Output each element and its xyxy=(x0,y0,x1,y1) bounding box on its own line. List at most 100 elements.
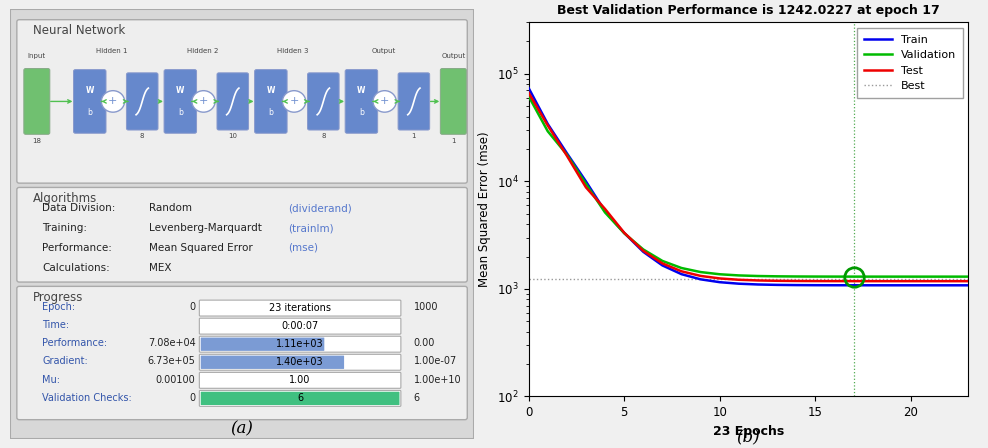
Text: Hidden 2: Hidden 2 xyxy=(187,48,218,54)
Text: Random: Random xyxy=(149,203,193,213)
Text: Training:: Training: xyxy=(42,223,87,233)
Validation xyxy=(866,274,878,279)
FancyBboxPatch shape xyxy=(200,372,401,388)
Text: b: b xyxy=(359,108,364,116)
Test xyxy=(790,278,802,284)
Text: Performance:: Performance: xyxy=(42,243,113,253)
Text: W: W xyxy=(358,86,366,95)
Best xyxy=(541,276,553,281)
Validation xyxy=(637,247,649,252)
Text: 6: 6 xyxy=(297,393,303,403)
Text: b: b xyxy=(178,108,183,116)
Legend: Train, Validation, Test, Best: Train, Validation, Test, Best xyxy=(858,28,962,98)
Text: 10: 10 xyxy=(228,134,237,139)
Validation xyxy=(523,93,535,99)
Test xyxy=(713,276,725,281)
Text: 8: 8 xyxy=(321,134,326,139)
Text: Levenberg-Marquardt: Levenberg-Marquardt xyxy=(149,223,262,233)
Train xyxy=(772,282,783,288)
Validation xyxy=(924,274,936,279)
Text: Input: Input xyxy=(28,53,45,60)
FancyBboxPatch shape xyxy=(398,73,430,130)
Test xyxy=(962,279,974,284)
Train xyxy=(829,283,841,288)
Train xyxy=(962,283,974,288)
Train xyxy=(656,263,668,268)
Validation xyxy=(599,210,611,215)
Train xyxy=(866,283,878,288)
Test xyxy=(905,279,917,284)
Test xyxy=(695,273,706,279)
Circle shape xyxy=(373,90,396,112)
Test xyxy=(924,279,936,284)
Test xyxy=(637,248,649,254)
Test xyxy=(599,206,611,211)
FancyBboxPatch shape xyxy=(200,354,401,370)
Y-axis label: Mean Squared Error (mse): Mean Squared Error (mse) xyxy=(478,132,491,287)
Validation xyxy=(676,265,688,271)
Circle shape xyxy=(102,90,124,112)
Text: +: + xyxy=(199,96,208,107)
FancyBboxPatch shape xyxy=(201,356,344,369)
Text: Output: Output xyxy=(442,53,465,60)
Train xyxy=(618,230,630,236)
Test xyxy=(656,261,668,266)
Train xyxy=(599,208,611,214)
Text: Progress: Progress xyxy=(34,291,83,304)
Validation xyxy=(580,181,592,186)
Test xyxy=(561,153,573,158)
Text: Algorithms: Algorithms xyxy=(34,192,98,205)
Text: Output: Output xyxy=(371,48,396,54)
Text: Hidden 1: Hidden 1 xyxy=(96,48,127,54)
Text: 0:00:07: 0:00:07 xyxy=(282,321,319,331)
Train xyxy=(713,280,725,285)
Validation xyxy=(829,274,841,279)
Text: Calculations:: Calculations: xyxy=(42,263,110,273)
FancyBboxPatch shape xyxy=(201,392,399,405)
Text: 6: 6 xyxy=(414,392,420,403)
Text: 18: 18 xyxy=(33,138,41,144)
Test xyxy=(752,278,764,283)
Validation xyxy=(790,274,802,279)
Text: Mean Squared Error: Mean Squared Error xyxy=(149,243,253,253)
Text: 1.00e-07: 1.00e-07 xyxy=(414,357,457,366)
FancyBboxPatch shape xyxy=(200,336,401,352)
Test xyxy=(866,279,878,284)
Validation xyxy=(809,274,821,279)
Validation xyxy=(944,274,955,279)
Text: MEX: MEX xyxy=(149,263,172,273)
Train xyxy=(752,282,764,287)
Train xyxy=(580,179,592,184)
Test xyxy=(809,278,821,284)
Train xyxy=(523,85,535,90)
Text: 1000: 1000 xyxy=(414,302,439,312)
FancyBboxPatch shape xyxy=(217,73,249,130)
Text: (b): (b) xyxy=(736,429,760,446)
FancyBboxPatch shape xyxy=(201,337,324,351)
Train xyxy=(924,283,936,288)
Test xyxy=(676,269,688,274)
Text: Neural Network: Neural Network xyxy=(34,24,125,37)
FancyBboxPatch shape xyxy=(10,9,474,439)
Test xyxy=(580,185,592,190)
Text: 0: 0 xyxy=(190,302,196,312)
Train xyxy=(637,249,649,254)
Train xyxy=(561,151,573,156)
Validation xyxy=(886,274,898,279)
Validation xyxy=(561,152,573,157)
X-axis label: 23 Epochs: 23 Epochs xyxy=(712,425,784,438)
Train xyxy=(733,281,745,286)
Validation xyxy=(656,258,668,263)
Text: (dividerand): (dividerand) xyxy=(288,203,353,213)
Circle shape xyxy=(283,90,305,112)
Train xyxy=(848,283,860,288)
Text: Performance:: Performance: xyxy=(42,338,108,349)
Text: +: + xyxy=(289,96,298,107)
Validation xyxy=(772,274,783,279)
Line: Validation: Validation xyxy=(529,96,968,276)
Text: 1: 1 xyxy=(452,138,455,144)
Text: 1.00: 1.00 xyxy=(289,375,311,385)
Line: Train: Train xyxy=(529,88,968,285)
Test xyxy=(848,279,860,284)
Text: (mse): (mse) xyxy=(288,243,318,253)
